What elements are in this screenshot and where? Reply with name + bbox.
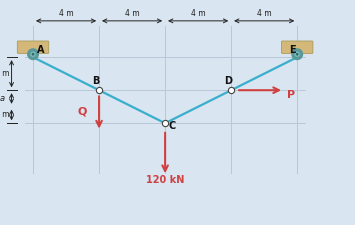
Text: 2 m: 2 m [0,69,10,78]
Circle shape [296,54,298,55]
Text: 2 m: 2 m [0,110,10,119]
Circle shape [31,52,35,56]
FancyBboxPatch shape [17,41,49,53]
Text: 4 m: 4 m [191,9,206,18]
Text: a: a [0,94,5,103]
FancyBboxPatch shape [282,41,313,53]
Text: P: P [287,90,295,100]
Text: 4 m: 4 m [257,9,272,18]
Text: C: C [168,121,175,131]
Text: Q: Q [78,107,87,117]
Text: E: E [289,45,296,55]
Circle shape [32,54,34,55]
Text: D: D [225,76,233,86]
Text: 120 kN: 120 kN [146,175,184,185]
Text: 4 m: 4 m [59,9,73,18]
Circle shape [28,49,38,59]
Text: B: B [92,76,99,86]
Text: 4 m: 4 m [125,9,140,18]
Circle shape [295,52,299,56]
Text: A: A [37,45,45,55]
Circle shape [292,49,302,59]
